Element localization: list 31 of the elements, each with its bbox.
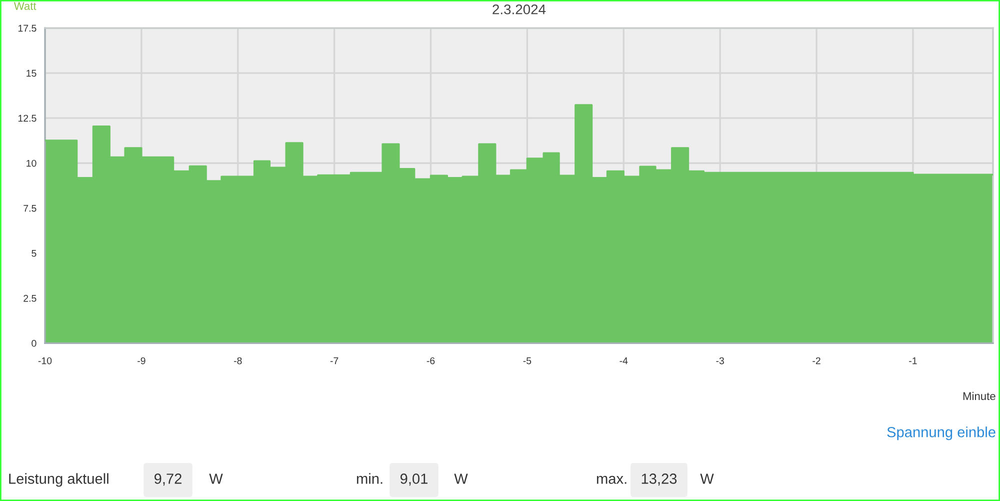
x-tick-label: -8 [234, 357, 242, 364]
text: 9,72 [154, 474, 182, 486]
x-axis-title: Minute [963, 392, 996, 400]
x-tick-label: -1 [909, 357, 917, 364]
x-tick-label: -10 [38, 357, 52, 364]
y-axis-title: Watt [14, 2, 36, 10]
text: W [700, 474, 714, 484]
y-tick-label: 0 [32, 340, 36, 347]
x-tick-label: -6 [426, 357, 435, 364]
text: 9,01 [400, 474, 428, 486]
y-tick-label: 7.5 [24, 204, 36, 212]
y-tick-label: 17.5 [18, 24, 36, 32]
y-tick-label: 15 [26, 70, 36, 77]
x-tick-label: -5 [523, 357, 532, 364]
y-tick-label: 10 [26, 160, 36, 167]
y-tick-label: 12.5 [18, 114, 36, 122]
x-tick-label: -7 [330, 357, 338, 364]
y-tick-label: 5 [32, 250, 36, 257]
text: W [454, 474, 468, 484]
x-tick-label: -2 [812, 357, 820, 364]
text: min. [356, 473, 382, 484]
text: W [209, 474, 223, 484]
text: Spannung einble [887, 426, 996, 440]
y-tick-label: 2.5 [24, 294, 36, 302]
text: max. [596, 476, 626, 484]
x-tick-label: -3 [716, 357, 724, 364]
chart-title: 2.3.2024 [492, 4, 546, 14]
text: Leistung aktuell [9, 473, 108, 487]
x-tick-label: -4 [620, 357, 628, 364]
text: 13,23 [642, 474, 677, 486]
x-tick-label: -9 [138, 357, 146, 364]
